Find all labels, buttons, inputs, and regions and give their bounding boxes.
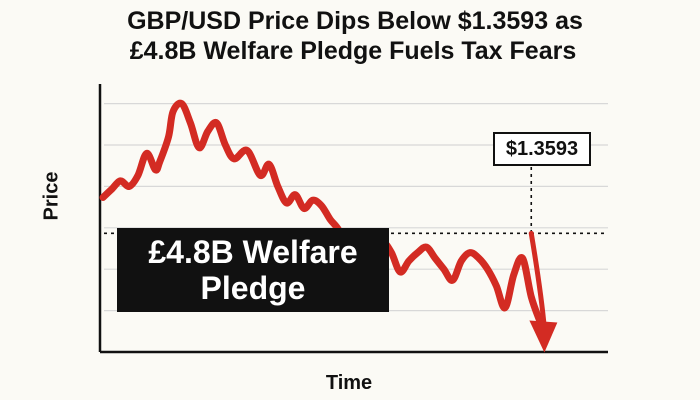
price-series-line xyxy=(99,99,544,326)
x-axis-label: Time xyxy=(325,372,373,394)
reference-line-group xyxy=(104,167,608,235)
trend-arrow-shaft xyxy=(528,230,547,331)
price-level-label: $1.3593 xyxy=(493,132,591,166)
chart-title: GBP/USD Price Dips Below $1.3593 as £4.8… xyxy=(0,6,700,66)
callout-line-2: Pledge xyxy=(200,270,306,306)
trend-arrow-group xyxy=(528,230,558,353)
chart-title-line-1: GBP/USD Price Dips Below $1.3593 as xyxy=(127,7,583,35)
trend-arrow-head xyxy=(529,320,558,353)
axes xyxy=(98,84,608,354)
series-group xyxy=(99,99,544,326)
y-axis-label: Price xyxy=(40,171,63,221)
callout-line-1: £4.8B Welfare xyxy=(148,234,358,270)
welfare-pledge-callout: £4.8B Welfare Pledge xyxy=(117,228,389,312)
chart-title-line-2: £4.8B Welfare Pledge Fuels Tax Fears xyxy=(129,37,577,65)
